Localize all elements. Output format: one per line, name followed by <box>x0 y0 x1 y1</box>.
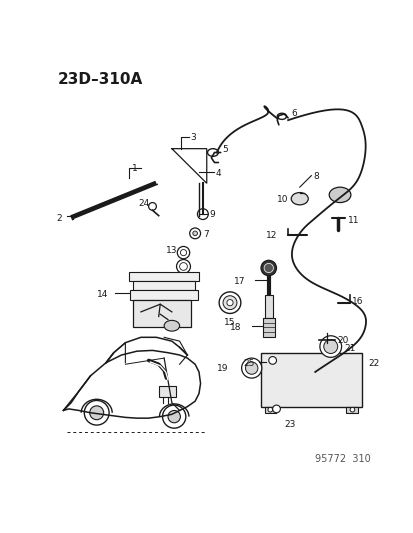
Bar <box>129 272 199 281</box>
Circle shape <box>148 203 156 210</box>
Text: 20: 20 <box>336 336 347 345</box>
Text: 15: 15 <box>223 318 235 327</box>
Circle shape <box>267 407 272 412</box>
Text: 17: 17 <box>233 277 245 286</box>
Text: 10: 10 <box>276 195 287 204</box>
Circle shape <box>218 292 240 313</box>
Text: 12: 12 <box>266 231 277 240</box>
Ellipse shape <box>164 320 179 331</box>
Text: 5: 5 <box>222 145 228 154</box>
Text: 8: 8 <box>313 172 319 181</box>
Circle shape <box>192 231 197 236</box>
Circle shape <box>177 246 189 259</box>
Circle shape <box>263 263 273 273</box>
Text: 6: 6 <box>290 109 296 118</box>
Text: 11: 11 <box>347 216 358 224</box>
Text: 19: 19 <box>216 364 228 373</box>
Text: 9: 9 <box>209 210 215 219</box>
Bar <box>260 353 361 407</box>
Circle shape <box>319 336 341 357</box>
Circle shape <box>84 400 109 425</box>
Text: 4: 4 <box>216 169 221 179</box>
Bar <box>133 281 195 290</box>
Circle shape <box>226 300 233 306</box>
Text: 23: 23 <box>284 421 295 430</box>
Text: 7: 7 <box>202 230 208 238</box>
Text: 18: 18 <box>230 324 241 333</box>
Circle shape <box>349 407 354 412</box>
Bar <box>158 386 176 398</box>
Circle shape <box>245 362 257 374</box>
Circle shape <box>241 358 261 378</box>
Text: 1: 1 <box>131 164 137 173</box>
Circle shape <box>260 260 276 276</box>
Circle shape <box>272 405 280 413</box>
Ellipse shape <box>207 149 218 156</box>
Circle shape <box>223 296 236 310</box>
Bar <box>264 407 276 413</box>
Circle shape <box>197 209 208 220</box>
Circle shape <box>168 410 180 423</box>
Text: 14: 14 <box>97 290 108 300</box>
Circle shape <box>176 260 190 273</box>
Bar <box>345 407 357 413</box>
Bar <box>262 318 274 337</box>
Text: 13: 13 <box>166 246 178 255</box>
Ellipse shape <box>290 192 308 205</box>
Bar <box>264 295 272 318</box>
Text: 16: 16 <box>351 296 363 305</box>
Text: 22: 22 <box>367 359 378 368</box>
Circle shape <box>323 340 337 353</box>
Text: 95772  310: 95772 310 <box>314 454 370 464</box>
Circle shape <box>189 228 200 239</box>
Text: 23D–310A: 23D–310A <box>58 71 143 87</box>
Circle shape <box>179 263 187 270</box>
Bar <box>130 290 198 300</box>
Text: 25: 25 <box>242 359 254 368</box>
Text: 24: 24 <box>138 199 150 208</box>
Ellipse shape <box>328 187 350 203</box>
Text: 2: 2 <box>56 214 62 223</box>
Circle shape <box>180 249 186 256</box>
Text: 21: 21 <box>344 344 355 353</box>
Text: 3: 3 <box>190 133 196 142</box>
Circle shape <box>268 357 276 364</box>
Bar <box>133 300 191 327</box>
Ellipse shape <box>277 113 286 119</box>
Circle shape <box>162 405 185 428</box>
Circle shape <box>90 406 103 419</box>
